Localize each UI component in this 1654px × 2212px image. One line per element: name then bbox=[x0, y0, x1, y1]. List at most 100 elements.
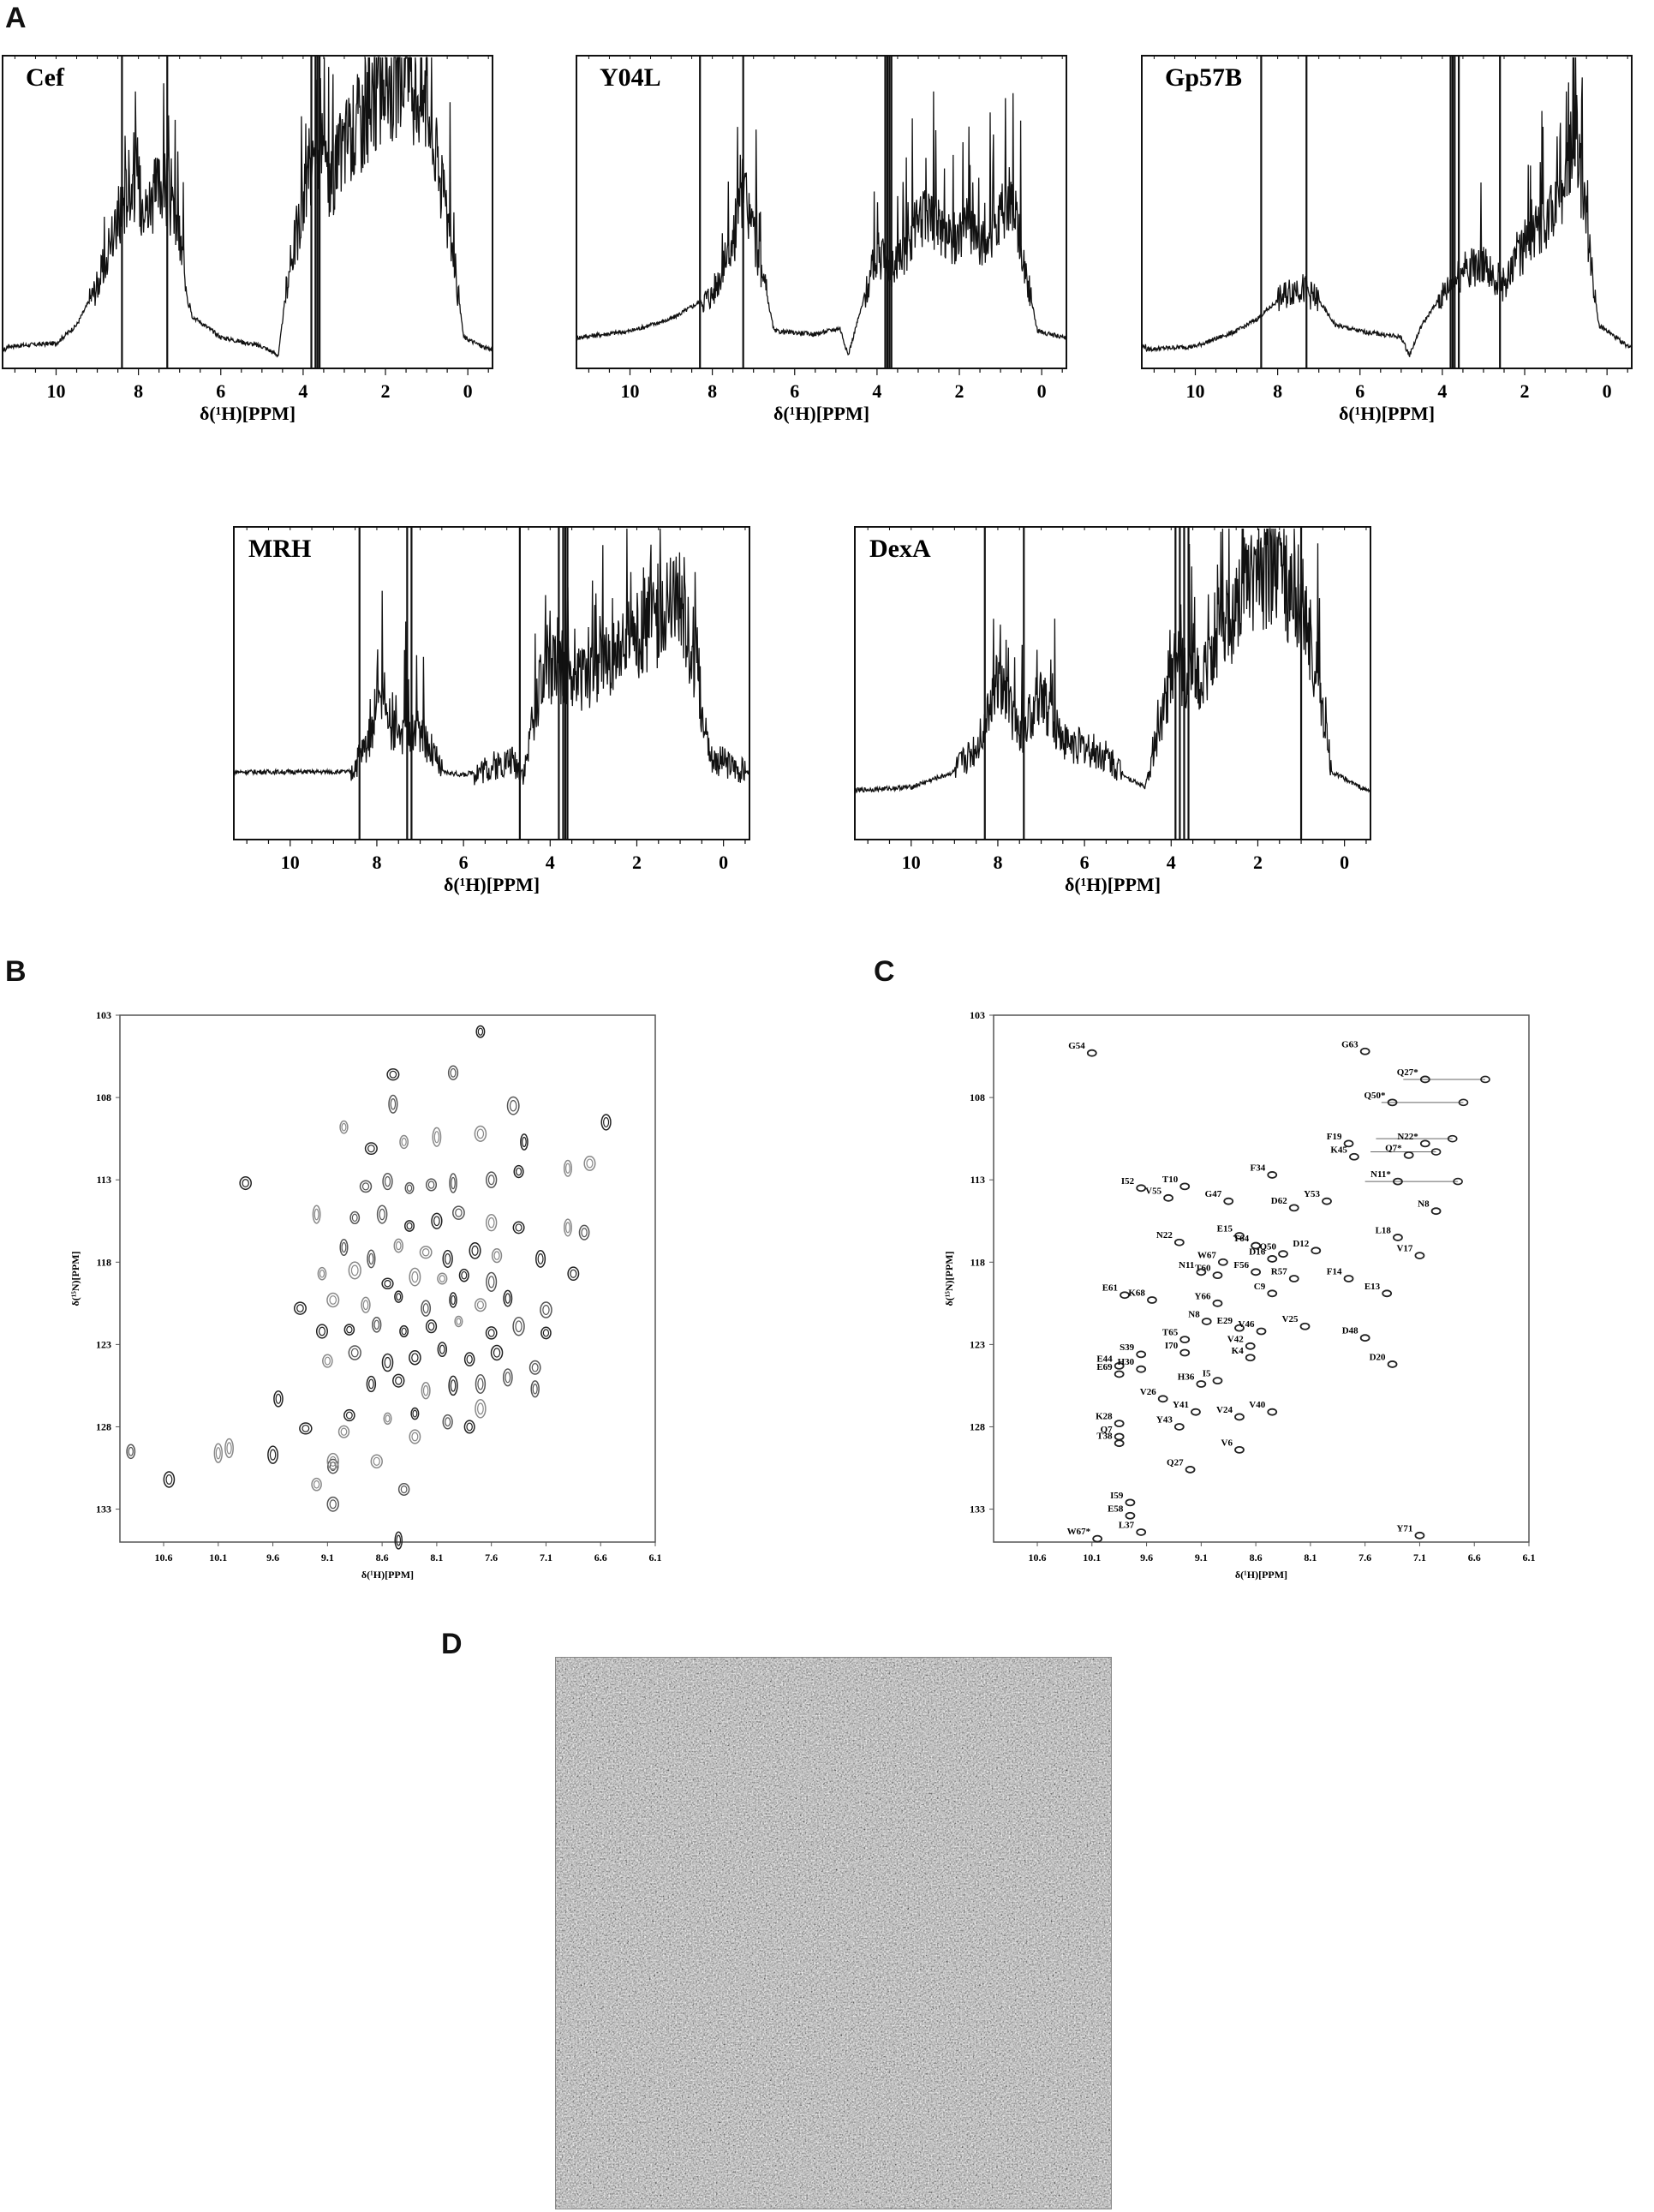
hsqc-peak bbox=[1393, 1234, 1403, 1241]
x-tick-label: 6 bbox=[216, 380, 225, 402]
hsqc-peak bbox=[1114, 1420, 1125, 1428]
hsqc-peak bbox=[458, 1268, 469, 1282]
hsqc-peak bbox=[394, 1290, 403, 1303]
hsqc-peak bbox=[1196, 1268, 1207, 1276]
y-tick-label: 103 bbox=[970, 1011, 985, 1021]
hsqc-peak bbox=[1136, 1350, 1147, 1359]
y-tick-label: 118 bbox=[970, 1256, 985, 1268]
hsqc-peak bbox=[600, 1114, 612, 1131]
x-tick-label: 8 bbox=[708, 380, 717, 402]
hsqc-peak bbox=[1191, 1408, 1201, 1416]
spectrum-title: Gp57B bbox=[1165, 63, 1242, 92]
hsqc-peak bbox=[1343, 1139, 1354, 1148]
hsqc-peak bbox=[382, 1173, 393, 1191]
y-tick-label: 133 bbox=[970, 1504, 985, 1516]
x-tick-label: 4 bbox=[546, 852, 555, 873]
hsqc-peak bbox=[370, 1454, 383, 1469]
y-axis-label: δ(¹⁵N)[PPM] bbox=[943, 1251, 955, 1306]
hsqc-peak bbox=[563, 1159, 572, 1177]
hsqc-peak bbox=[1245, 1354, 1256, 1362]
hsqc-peak bbox=[475, 1398, 487, 1419]
peak-label: Y43 bbox=[1156, 1414, 1173, 1425]
peak-label: Y66 bbox=[1195, 1291, 1211, 1301]
hsqc-peak bbox=[1212, 1271, 1223, 1280]
y-tick-label: 113 bbox=[97, 1174, 111, 1186]
peak-label: V55 bbox=[1145, 1186, 1161, 1196]
peak-label: T38 bbox=[1096, 1432, 1113, 1442]
hsqc-peak bbox=[1114, 1361, 1125, 1370]
hsqc-peak bbox=[312, 1205, 321, 1224]
hsqc-peak bbox=[1179, 1348, 1191, 1357]
hsqc-peak bbox=[530, 1380, 540, 1398]
peak-label: D48 bbox=[1342, 1326, 1358, 1336]
hsqc-peak bbox=[1267, 1289, 1278, 1298]
hsqc-peak bbox=[425, 1319, 438, 1334]
peak-label: F14 bbox=[1327, 1267, 1342, 1277]
hsqc-peak bbox=[512, 1221, 525, 1235]
hsqc-peak bbox=[1419, 1075, 1430, 1084]
hsqc-peak bbox=[431, 1212, 443, 1229]
x-axis-label: δ(¹H)[PPM] bbox=[361, 1569, 414, 1581]
peak-label: D20 bbox=[1370, 1352, 1386, 1362]
spectrum-y04l: Y04L 10 8 6 4 2 0 δ(¹H)[PPM] bbox=[576, 55, 1067, 424]
hsqc-peak bbox=[502, 1368, 513, 1387]
hsqc-peak bbox=[394, 1531, 403, 1550]
hsqc-peak bbox=[1453, 1177, 1463, 1186]
hsqc-peak bbox=[449, 1292, 457, 1308]
peak-label: D12 bbox=[1293, 1239, 1309, 1249]
hsqc-peak bbox=[293, 1301, 307, 1315]
hsqc-peak bbox=[273, 1390, 284, 1408]
hsqc-peak bbox=[1256, 1327, 1267, 1336]
hsqc-peak bbox=[1086, 1049, 1097, 1057]
hsqc-peak bbox=[506, 1096, 520, 1115]
hsqc-peak bbox=[1179, 1336, 1191, 1344]
hsqc-peak bbox=[1447, 1134, 1458, 1143]
x-tick-label: 7.1 bbox=[540, 1551, 552, 1563]
hsqc-peak bbox=[1136, 1528, 1147, 1536]
x-tick-label: 8 bbox=[134, 380, 143, 402]
peak-label: E58 bbox=[1108, 1504, 1124, 1514]
hsqc-peak bbox=[163, 1471, 176, 1488]
y-axis-label: δ(¹⁵N)[PPM] bbox=[69, 1251, 81, 1306]
hsqc-peak bbox=[463, 1420, 475, 1434]
hsqc-peak bbox=[1359, 1334, 1370, 1342]
hsqc-peak bbox=[1212, 1377, 1223, 1385]
hsqc-peak bbox=[1212, 1299, 1223, 1307]
peak-label: Q7 bbox=[1101, 1425, 1114, 1435]
x-tick-label: 8.1 bbox=[1304, 1551, 1317, 1563]
peak-label: G54 bbox=[1068, 1041, 1085, 1051]
hsqc-peak bbox=[513, 1164, 524, 1179]
hsqc-peak bbox=[1114, 1432, 1125, 1441]
hsqc-peak bbox=[381, 1277, 394, 1290]
x-tick-label: 10.6 bbox=[1029, 1551, 1047, 1563]
hsqc-peak bbox=[1120, 1291, 1130, 1300]
peak-label: D62 bbox=[1271, 1196, 1287, 1206]
x-tick-label: 10 bbox=[46, 380, 65, 402]
hsqc-peak bbox=[326, 1496, 339, 1512]
hsqc-peak bbox=[1382, 1289, 1393, 1298]
hsqc-peak bbox=[540, 1326, 552, 1340]
x-tick-label: 9.6 bbox=[1140, 1551, 1153, 1563]
hsqc-peak bbox=[403, 1220, 415, 1232]
spectrum-frame bbox=[854, 526, 1371, 840]
hsqc-peak bbox=[404, 1181, 415, 1194]
hsqc-peak bbox=[475, 1374, 487, 1394]
peak-label: T65 bbox=[1162, 1328, 1179, 1338]
hsqc-peak bbox=[1288, 1275, 1299, 1282]
hsqc-peak bbox=[503, 1289, 513, 1307]
spectrum-frame bbox=[233, 526, 750, 840]
hsqc-peak bbox=[1125, 1498, 1136, 1507]
hsqc-peak bbox=[339, 1238, 349, 1256]
hsqc-peak bbox=[1114, 1370, 1125, 1378]
x-tick-label: 8 bbox=[372, 852, 381, 873]
spectrum-mrh: MRH 10 8 6 4 2 0 δ(¹H)[PPM] bbox=[233, 526, 750, 895]
hsqc-peak bbox=[486, 1171, 498, 1188]
hsqc-peak bbox=[447, 1065, 459, 1080]
x-tick-label: 6.6 bbox=[594, 1551, 607, 1563]
peak-label: W67 bbox=[1197, 1250, 1217, 1260]
peak-label: Q7* bbox=[1385, 1143, 1402, 1153]
peak-label: W67* bbox=[1067, 1527, 1091, 1537]
hsqc-peak bbox=[1179, 1182, 1191, 1191]
x-tick-label: 2 bbox=[381, 380, 391, 402]
x-tick-label: 4 bbox=[298, 380, 308, 402]
